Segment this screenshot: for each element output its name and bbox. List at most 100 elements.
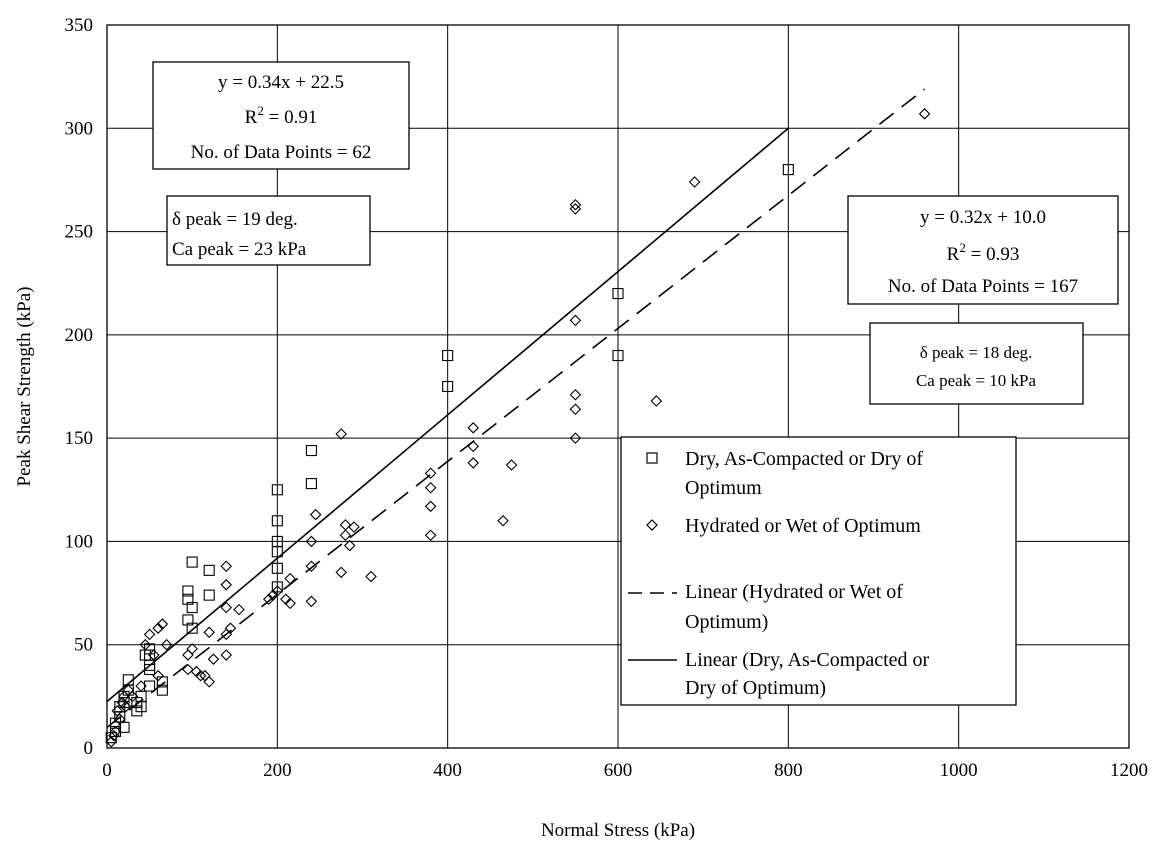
data-point-square — [271, 484, 283, 496]
data-point-square — [305, 444, 317, 457]
data-point-square — [144, 649, 156, 661]
data-point-diamond — [497, 514, 509, 527]
data-point-square — [182, 585, 194, 597]
data-point-diamond — [160, 638, 173, 651]
data-point-diamond — [343, 539, 356, 552]
data-point-square — [442, 380, 454, 393]
dry-fit-r-squared: R2 = 0.91 — [245, 103, 318, 128]
data-point-square — [782, 164, 794, 176]
data-point-diamond — [152, 669, 164, 682]
data-point-diamond — [284, 597, 296, 610]
data-point-diamond — [335, 566, 347, 579]
x-tick-label: 400 — [433, 760, 462, 781]
data-point-diamond — [113, 713, 126, 725]
data-point-diamond — [309, 508, 322, 521]
data-point-diamond — [688, 176, 701, 188]
legend-diamond-marker — [646, 519, 658, 531]
data-point-diamond — [152, 622, 164, 634]
data-point-diamond — [650, 395, 663, 407]
data-point-diamond — [194, 669, 207, 682]
y-tick-label: 50 — [74, 635, 93, 656]
trend-lines — [106, 88, 926, 728]
data-point-diamond — [203, 626, 215, 639]
data-point-diamond — [305, 560, 318, 572]
data-point-diamond — [365, 570, 377, 583]
legend-label-wet-fit: Linear (Hydrated or Wet of — [685, 581, 903, 603]
data-point-square — [442, 349, 454, 362]
y-tick-label: 300 — [65, 118, 94, 139]
dry-ca-peak: Ca peak = 23 kPa — [172, 239, 307, 260]
data-point-diamond — [186, 643, 198, 655]
data-point-square — [156, 684, 168, 696]
data-point-diamond — [569, 403, 582, 416]
dry-fit-equation-box: y = 0.34x + 22.5 R2 = 0.91 No. of Data P… — [152, 61, 410, 170]
y-tick-label: 150 — [65, 428, 94, 449]
y-tick-label: 0 — [84, 738, 94, 759]
x-axis-title: Normal Stress (kPa) — [541, 820, 695, 841]
data-point-diamond — [156, 618, 169, 630]
x-tick-label: 0 — [102, 760, 112, 781]
wet-fit-r-squared: R2 = 0.93 — [947, 240, 1020, 265]
legend: Dry, As-Compacted or Dry of Optimum Hydr… — [620, 436, 1017, 706]
data-point-square — [271, 546, 283, 558]
data-point-square — [118, 697, 130, 709]
wet-fit-equation-box: y = 0.32x + 10.0 R2 = 0.93 No. of Data P… — [847, 195, 1119, 305]
y-tick-label: 200 — [65, 325, 94, 346]
legend-label-dry-fit-line2: Dry of Optimum) — [685, 677, 826, 699]
data-point-diamond — [569, 198, 582, 211]
data-point-diamond — [467, 457, 479, 469]
data-point-square — [203, 589, 215, 601]
dry-delta-peak: δ peak = 19 deg. — [172, 209, 298, 230]
data-point-diamond — [339, 529, 352, 542]
data-point-square — [182, 593, 194, 605]
data-point-diamond — [569, 388, 582, 401]
data-point-square — [186, 622, 198, 634]
data-point-diamond — [135, 680, 147, 692]
data-point-diamond — [348, 521, 360, 533]
trend-line-dry — [106, 127, 789, 703]
data-point-square — [612, 287, 624, 300]
data-point-square — [271, 562, 283, 574]
data-point-diamond — [143, 628, 156, 641]
data-point-diamond — [148, 649, 160, 661]
data-point-diamond — [424, 481, 437, 494]
legend-label-dry: Dry, As-Compacted or Dry of — [685, 448, 923, 470]
data-point-diamond — [305, 535, 318, 548]
data-points — [105, 108, 931, 748]
wet-delta-peak: δ peak = 18 deg. — [920, 343, 1032, 362]
data-point-square — [271, 581, 283, 593]
data-point-diamond — [424, 467, 437, 480]
data-point-diamond — [305, 595, 318, 608]
data-point-diamond — [108, 729, 120, 742]
data-point-diamond — [424, 529, 437, 542]
data-point-diamond — [335, 428, 347, 440]
x-tick-label: 1000 — [940, 760, 978, 781]
data-point-diamond — [220, 560, 233, 572]
data-point-diamond — [111, 705, 123, 717]
data-point-diamond — [271, 585, 284, 597]
y-tick-label: 100 — [65, 531, 94, 552]
data-point-diamond — [467, 422, 479, 434]
wet-ca-peak: Ca peak = 10 kPa — [916, 371, 1037, 390]
wet-fit-equation: y = 0.32x + 10.0 — [920, 207, 1046, 228]
wet-params-box: δ peak = 18 deg. Ca peak = 10 kPa — [869, 322, 1084, 405]
dry-fit-equation: y = 0.34x + 22.5 — [218, 72, 344, 93]
plot-area — [106, 24, 1130, 749]
x-tick-label: 800 — [774, 760, 803, 781]
legend-label-dry-line2: Optimum — [685, 477, 762, 499]
wet-fit-data-count: No. of Data Points = 167 — [888, 276, 1078, 297]
data-point-diamond — [220, 601, 233, 614]
data-point-square — [118, 721, 130, 733]
data-point-diamond — [224, 622, 237, 634]
x-tick-label: 1200 — [1110, 760, 1148, 781]
trend-line-wet — [106, 88, 926, 728]
data-point-diamond — [139, 638, 152, 651]
data-point-diamond — [203, 676, 215, 688]
data-point-diamond — [220, 579, 233, 591]
x-tick-label: 200 — [263, 760, 292, 781]
y-axis-title: Peak Shear Strength (kPa) — [14, 287, 35, 487]
data-point-diamond — [569, 432, 582, 444]
legend-square-marker — [646, 452, 658, 464]
data-point-square — [144, 680, 156, 692]
